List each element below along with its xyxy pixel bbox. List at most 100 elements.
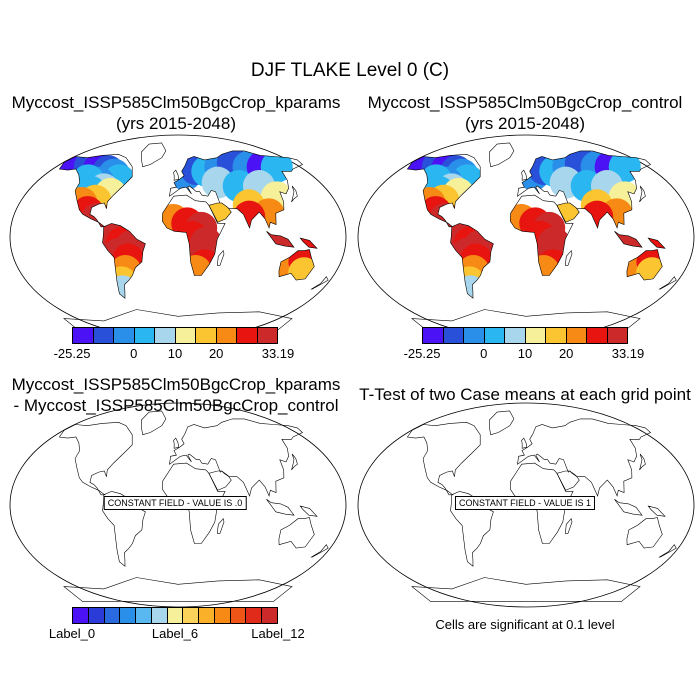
colorbar-3-label: Label_12 [251,626,305,641]
colorbar-swatch [175,328,196,343]
coastline-uk [521,437,528,449]
colorbar-3 [72,607,278,624]
colorbar-2-label: 10 [517,346,533,361]
colorbar-swatch [73,608,89,623]
coastline-madagascar [216,249,225,266]
panel-4-title: T-Test of two Case means at each grid po… [350,384,700,405]
map-panel-1 [6,132,350,342]
coastline-indonesia [614,231,643,248]
colorbar-swatch [546,328,567,343]
map-boundary [357,402,695,608]
panel-2-title: Myccost_ISSP585Clm50BgcCrop_control (yrs… [350,92,700,134]
coastline-north-america [58,153,133,228]
coastline-new-guinea [647,505,666,517]
field-eurasia [517,150,641,228]
coastline-uk [173,437,180,449]
colorbar-1 [72,327,278,344]
panel-3-title-line2: - Myccost_ISSP585Clm50BgcCrop_control [13,396,339,415]
map-1-svg [9,134,347,340]
colorbar-swatch [155,328,176,343]
field-cell [106,275,139,299]
significance-note: Cells are significant at 0.1 level [435,617,615,632]
coastline-new-zealand [310,544,329,558]
colorbar-swatch [167,608,184,623]
panel-1-title-line1: Myccost_ISSP585Clm50BgcCrop_kparams [11,93,341,112]
panel-1-title: Myccost_ISSP585Clm50BgcCrop_kparams (yrs… [0,92,352,134]
colorbar-2-label: -25.25 [403,346,441,361]
colorbar-swatch [484,328,505,343]
colorbar-swatch [525,328,546,343]
colorbar-2-labels: -25.25 0 10 20 33.19 [404,346,645,362]
coastline-new-guinea [299,505,318,517]
colorbar-swatch [423,328,444,343]
colorbar-swatch [464,328,485,343]
coastline-antarctica [411,577,641,602]
coastline-japan [639,453,646,471]
field-eurasia [169,150,293,228]
coastline-madagascar [216,517,225,534]
colorbar-1-labels: -25.25 0 10 20 33.19 [54,346,295,362]
coastline-indonesia [614,499,643,516]
coastline-greenland [141,410,167,436]
coastline-eurasia [517,418,652,497]
colorbar-2-label: 20 [558,346,574,361]
colorbar-swatch [114,328,135,343]
panel-4-title-line1: T-Test of two Case means at each grid po… [359,385,691,404]
colorbar-swatch [443,328,464,343]
colorbar-swatch [246,608,263,623]
colorbar-swatch [134,328,155,343]
field-cell [233,200,266,228]
coastline-north-america [406,153,481,228]
coastline-eurasia [517,150,652,229]
coastline-greenland [141,142,167,168]
coastline-madagascar [564,249,573,266]
field-south-america [450,223,494,299]
colorbar-swatch [505,328,526,343]
colorbar-swatch [237,328,258,343]
coastline-eurasia [169,150,304,229]
panel-3-title-line1: Myccost_ISSP585Clm50BgcCrop_kparams [11,375,341,394]
figure-title: DJF TLAKE Level 0 (C) [250,60,450,81]
coastline-africa [509,194,574,276]
field-south-america [102,223,146,299]
map-4-svg [357,402,695,608]
coastline-new-guinea [647,237,666,249]
field-cell [636,257,663,281]
field-africa [162,204,222,276]
coastline-eurasia [169,418,304,497]
colorbar-1-label: -25.25 [53,346,91,361]
coastline-greenland [489,142,515,168]
colorbar-3-label: Label_0 [48,626,96,641]
panel-3-title: Myccost_ISSP585Clm50BgcCrop_kparams - My… [0,374,352,416]
coastline-new-zealand [658,276,677,290]
map-boundary [9,134,347,340]
field-new-guinea [300,238,317,249]
coastline-north-america [58,421,133,496]
field-indonesia [614,231,642,248]
field-cell [581,200,614,228]
field-indonesia [266,231,294,248]
map-panel-4 [354,400,698,610]
colorbar-swatch [230,608,247,623]
coastline-new-zealand [658,544,677,558]
coastline-africa [161,194,226,276]
panel-2-title-line2: (yrs 2015-2048) [464,114,585,133]
colorbar-swatch [151,608,168,623]
colorbar-1-label: 33.19 [261,346,295,361]
colorbar-3-labels: Label_0 Label_6 Label_12 [49,626,305,642]
colorbar-swatch [607,328,627,343]
field-cell [300,238,317,249]
coastline-north-america [406,421,481,496]
coastline-arabia [208,202,232,223]
field-cell [179,255,212,276]
coastline-japan [291,185,298,203]
field-cell [648,238,665,249]
colorbar-swatch [88,608,105,623]
colorbar-swatch [136,608,152,623]
coastline-greenland [489,410,515,436]
colorbar-2-label: 33.19 [611,346,645,361]
colorbar-swatch [183,608,200,623]
map-2-svg [357,134,695,340]
colorbar-swatch [257,328,277,343]
map-panel-2 [354,132,698,342]
